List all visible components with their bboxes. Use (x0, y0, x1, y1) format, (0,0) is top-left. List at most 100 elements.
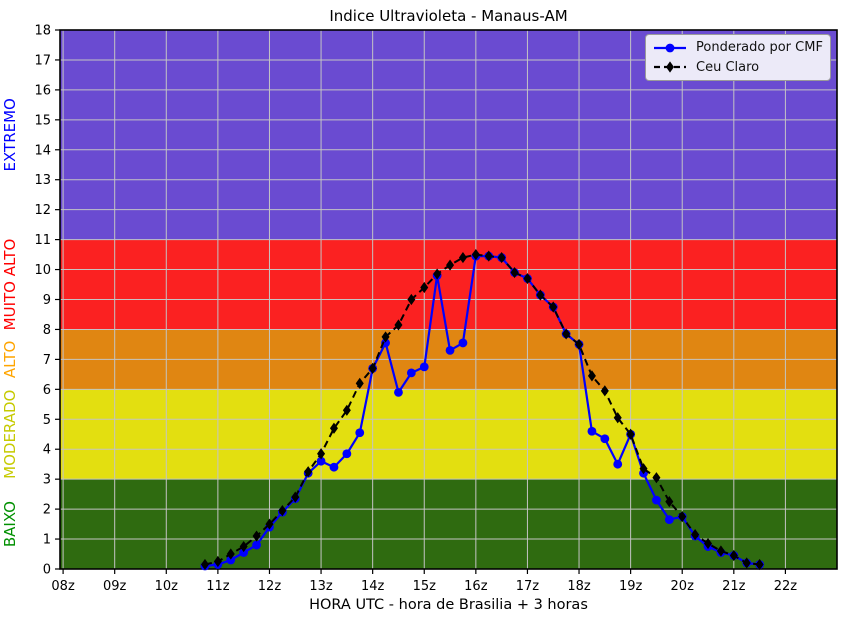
y-tick-label: 15 (34, 113, 51, 128)
marker-diamond-ceu-claro (562, 328, 571, 340)
marker-diamond-ceu-claro (304, 466, 313, 478)
marker-diamond-ceu-claro (252, 530, 261, 542)
marker-diamond-ceu-claro (317, 448, 326, 460)
x-tick-label: 17z (516, 579, 540, 594)
band-muito-alto (60, 239, 837, 330)
marker-diamond-ceu-claro (446, 259, 455, 271)
legend-entry-ponderado: Ponderado por CMF (653, 40, 824, 56)
marker-diamond-ceu-claro (587, 370, 596, 382)
marker-diamond-ceu-claro (613, 412, 622, 424)
x-tick-label: 22z (774, 579, 798, 594)
marker-diamond-ceu-claro (755, 558, 764, 571)
marker-circle-ponderado-por-cmf (652, 495, 661, 505)
x-tick-label: 18z (567, 579, 591, 594)
band-label-extremo: EXTREMO (1, 98, 19, 171)
marker-diamond-ceu-claro (691, 528, 700, 541)
legend-label: Ceu Claro (696, 59, 760, 75)
marker-diamond-ceu-claro (665, 496, 674, 508)
x-tick-label: 09z (103, 579, 127, 594)
marker-diamond-ceu-claro (716, 545, 725, 557)
marker-diamond-ceu-claro (704, 537, 713, 550)
marker-diamond-ceu-claro (200, 558, 209, 571)
marker-circle-ponderado-por-cmf (445, 346, 455, 355)
marker-circle-ponderado-por-cmf (587, 426, 597, 436)
y-tick-label: 1 (43, 533, 51, 548)
chart-title: Indice Ultravioleta - Manaus-AM (329, 7, 568, 25)
marker-diamond-ceu-claro (600, 385, 609, 397)
marker-circle-ponderado-por-cmf (239, 548, 249, 557)
legend: Ponderado por CMF Ceu Claro (645, 34, 831, 81)
x-tick-label: 16z (464, 579, 488, 594)
marker-diamond-ceu-claro (742, 557, 751, 569)
legend-sample-marker (666, 61, 674, 73)
marker-diamond-ceu-claro (575, 338, 584, 351)
band-label-baixo: BAIXO (1, 501, 19, 547)
marker-circle-ponderado-por-cmf (355, 428, 365, 438)
marker-circle-ponderado-por-cmf (613, 459, 623, 469)
y-tick-label: 8 (43, 323, 51, 338)
legend-sample-marker (665, 43, 675, 53)
legend-sample-line-circle (654, 43, 686, 53)
marker-diamond-ceu-claro (394, 319, 403, 331)
band-label-muito-alto: MUITO ALTO (1, 239, 19, 331)
x-tick-label: 10z (155, 579, 179, 594)
legend-entry-ceu-claro: Ceu Claro (653, 59, 824, 75)
marker-diamond-ceu-claro (639, 463, 648, 475)
y-tick-label: 5 (43, 413, 51, 428)
marker-diamond-ceu-claro (536, 289, 545, 301)
marker-diamond-ceu-claro (458, 251, 467, 264)
x-tick-label: 13z (309, 579, 333, 594)
x-tick-label: 08z (51, 579, 75, 594)
series-line-ceu-claro (204, 253, 760, 566)
plot-frame (59, 29, 838, 570)
marker-circle-ponderado-por-cmf (458, 338, 468, 348)
x-tick-label: 11z (206, 579, 230, 594)
y-tick-label: 11 (34, 233, 51, 248)
marker-diamond-ceu-claro (265, 518, 274, 530)
marker-diamond-ceu-claro (523, 272, 532, 285)
marker-diamond-ceu-claro (278, 505, 287, 517)
marker-circle-ponderado-por-cmf (419, 362, 429, 372)
marker-diamond-ceu-claro (213, 555, 222, 568)
x-tick-label: 12z (258, 579, 282, 594)
y-tick-label: 10 (34, 263, 51, 278)
marker-diamond-ceu-claro (471, 248, 480, 261)
y-tick-label: 18 (34, 24, 51, 39)
y-tick-label: 14 (34, 143, 51, 158)
marker-diamond-ceu-claro (549, 301, 558, 313)
x-axis-label: HORA UTC - hora de Brasilia + 3 horas (309, 597, 588, 613)
y-tick-label: 12 (34, 203, 51, 218)
marker-diamond-ceu-claro (729, 549, 738, 562)
y-tick-label: 2 (43, 503, 51, 518)
marker-diamond-ceu-claro (484, 250, 493, 262)
marker-diamond-ceu-claro (407, 293, 416, 306)
marker-circle-ponderado-por-cmf (406, 368, 416, 378)
marker-circle-ponderado-por-cmf (252, 540, 261, 550)
marker-circle-ponderado-por-cmf (600, 434, 610, 444)
marker-diamond-ceu-claro (652, 472, 661, 484)
band-moderado (60, 389, 837, 480)
band-label-moderado: MODERADO (1, 390, 19, 479)
marker-circle-ponderado-por-cmf (381, 338, 390, 348)
x-tick-label: 21z (722, 579, 746, 594)
marker-diamond-ceu-claro (678, 510, 687, 523)
y-tick-label: 17 (34, 53, 51, 68)
marker-diamond-ceu-claro (626, 428, 635, 440)
y-tick-label: 4 (43, 443, 51, 458)
legend-label: Ponderado por CMF (696, 40, 823, 56)
marker-circle-ponderado-por-cmf (329, 462, 339, 472)
marker-diamond-ceu-claro (226, 548, 235, 560)
y-tick-label: 0 (43, 563, 51, 578)
marker-diamond-ceu-claro (342, 404, 351, 416)
marker-circle-ponderado-por-cmf (394, 387, 403, 397)
marker-diamond-ceu-claro (329, 422, 338, 434)
y-tick-label: 9 (43, 293, 51, 308)
y-tick-label: 3 (43, 473, 51, 488)
marker-diamond-ceu-claro (497, 251, 506, 264)
marker-diamond-ceu-claro (291, 491, 300, 503)
y-tick-label: 13 (34, 173, 51, 188)
marker-circle-ponderado-por-cmf (226, 555, 236, 565)
x-tick-label: 20z (671, 579, 695, 594)
